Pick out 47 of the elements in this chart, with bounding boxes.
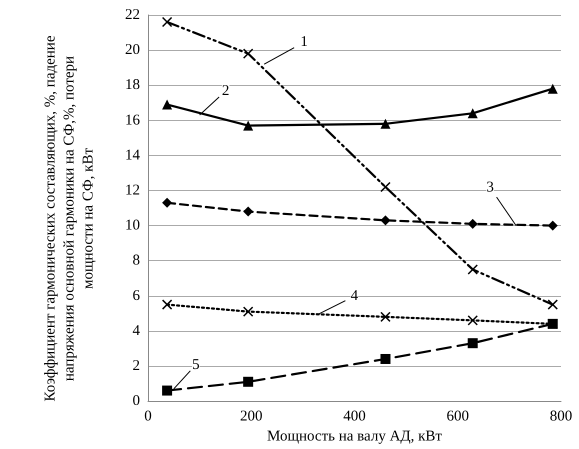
point — [162, 198, 172, 208]
y-tick-label: 22 — [125, 7, 140, 23]
point — [242, 48, 254, 59]
point — [548, 84, 558, 94]
x-axis-title: Мощность на валу АД, кВт — [267, 428, 442, 444]
x-tick-label: 600 — [446, 408, 469, 425]
point — [243, 120, 254, 131]
point — [548, 220, 558, 231]
point — [243, 376, 254, 387]
y-tick-label: 0 — [132, 393, 140, 410]
point — [547, 299, 558, 310]
y-tick-label: 10 — [125, 218, 140, 234]
x-tick-label: 800 — [550, 408, 572, 425]
y-tick-label: 4 — [132, 322, 140, 339]
point — [380, 312, 391, 322]
annotation: 4 — [350, 288, 359, 304]
point — [242, 306, 254, 317]
y-axis-title: Коэффициент гармонических составляющих, %, падение напряжения основной гармоники на СФ,%, потери мощности на СФ, кВт — [42, 34, 98, 404]
point — [467, 315, 478, 326]
y-tick-label: 8 — [132, 252, 140, 269]
point — [162, 100, 172, 110]
point — [467, 264, 478, 275]
point — [380, 182, 391, 192]
point — [162, 16, 172, 28]
x-tick-label: 400 — [343, 408, 366, 425]
y-tick-label: 2 — [132, 358, 140, 374]
annotation: 2 — [222, 83, 230, 100]
point — [468, 338, 478, 348]
point — [380, 118, 390, 129]
y-tick-label: 6 — [132, 288, 140, 304]
point — [162, 299, 172, 310]
annotation: 5 — [192, 356, 200, 373]
point — [243, 206, 254, 217]
y-tick-label: 18 — [125, 77, 140, 94]
y-tick-label: 12 — [125, 182, 140, 198]
annotation: 1 — [300, 34, 308, 50]
point — [162, 386, 172, 396]
y-tick-label: 16 — [125, 112, 140, 128]
point — [380, 215, 390, 226]
point — [468, 108, 478, 118]
y-tick-label: 14 — [125, 147, 140, 164]
x-tick-label: 0 — [144, 408, 152, 425]
point — [468, 218, 478, 229]
x-tick-label: 200 — [240, 408, 262, 425]
annotation: 3 — [486, 180, 494, 196]
y-tick-label: 20 — [125, 42, 140, 58]
point — [380, 354, 390, 364]
